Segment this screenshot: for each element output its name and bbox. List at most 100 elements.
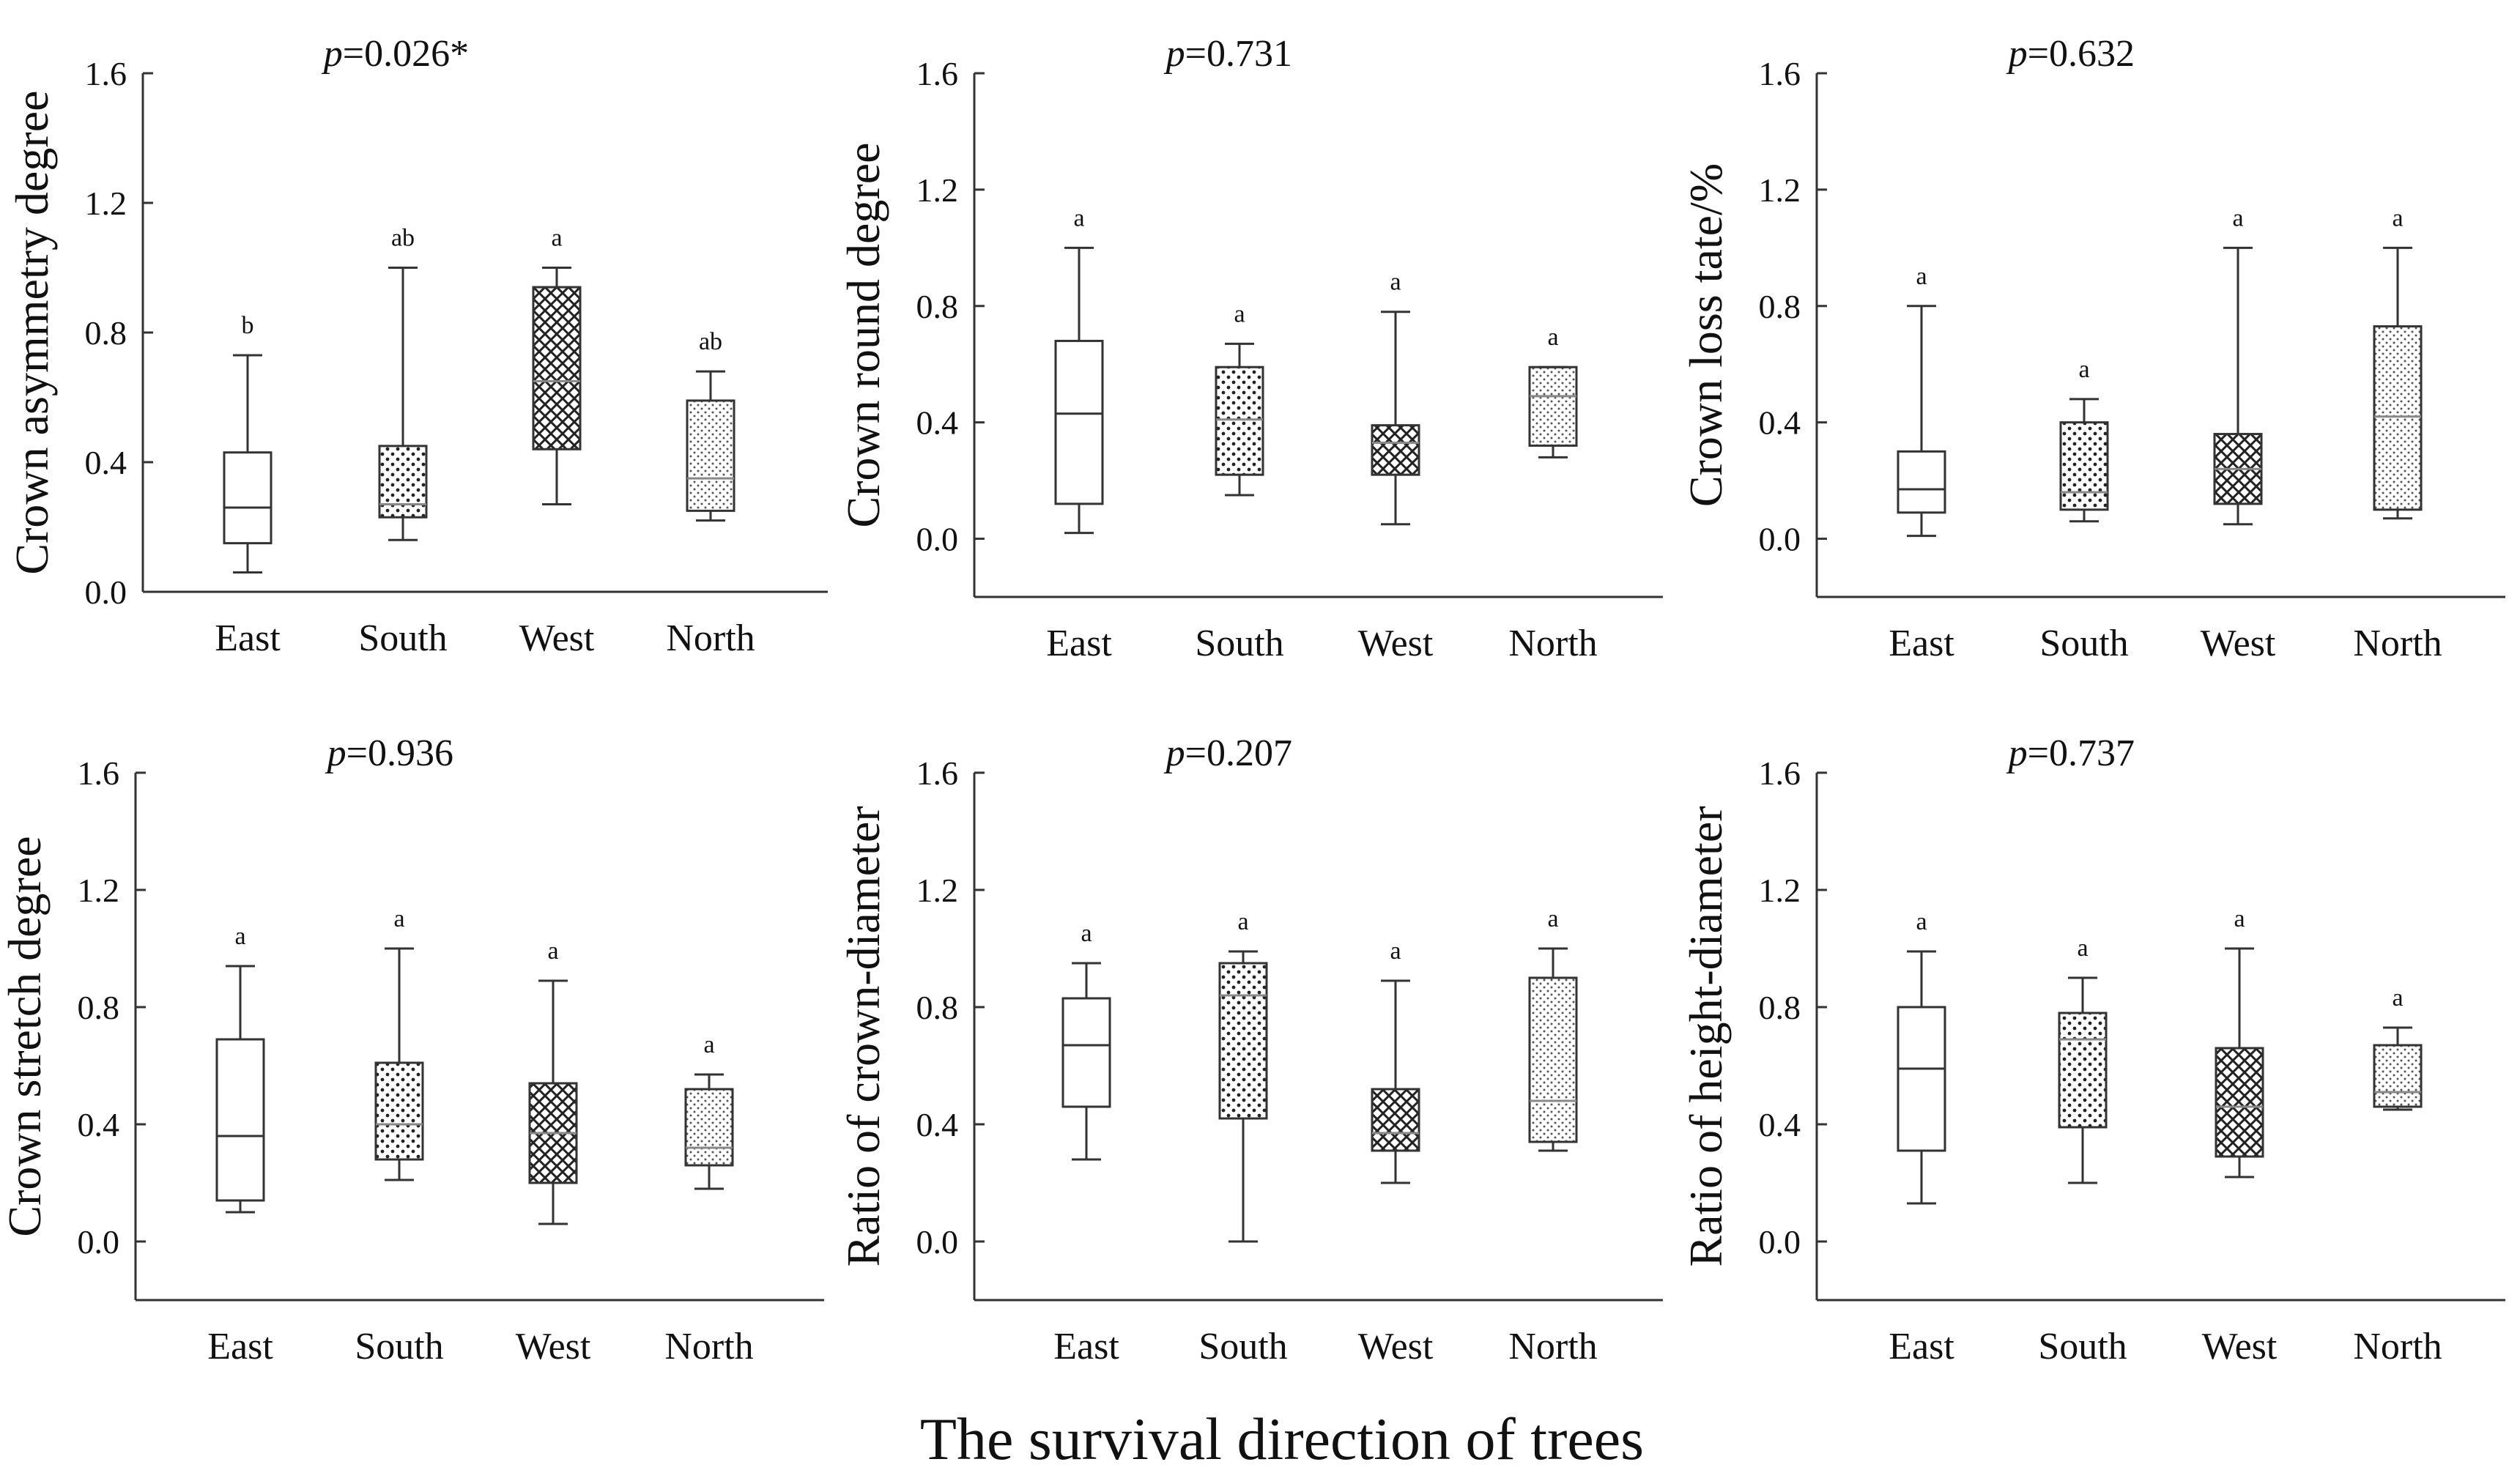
y-tick-label: 0.0 <box>1759 521 1801 558</box>
east-box <box>215 1038 265 1202</box>
p-value-number: =0.632 <box>2028 33 2135 75</box>
east-box <box>223 451 273 545</box>
west-box <box>1371 424 1420 476</box>
south-significance-label: ab <box>391 225 415 252</box>
north-box <box>2373 325 2423 511</box>
north-category-label: North <box>664 1326 753 1367</box>
y-axis-label: Ratio of height-diameter <box>1680 806 1732 1266</box>
north-significance-label: a <box>1547 324 1558 351</box>
y-tick-label: 1.2 <box>85 185 127 222</box>
south-category-label: South <box>2039 623 2128 664</box>
chart-panel-6: 0.0 0.4 0.8 1.2 1.6 Ratio of height-diameter p… <box>1680 732 2505 1367</box>
p-value-symbol: p <box>2006 732 2028 774</box>
north-category-label: North <box>2353 1326 2442 1367</box>
north-significance-label: a <box>703 1031 714 1058</box>
y-axis-label: Crown stretch degree <box>0 836 51 1236</box>
north-category-label: North <box>1508 623 1597 664</box>
north-box <box>1528 976 1578 1143</box>
west-box <box>1371 1088 1420 1152</box>
y-tick-label: 1.2 <box>916 171 959 209</box>
south-box <box>374 1061 424 1161</box>
east-significance-label: a <box>234 923 245 950</box>
east-category-label: East <box>215 617 281 659</box>
y-tick-label: 1.6 <box>1759 55 1801 92</box>
west-significance-label: a <box>1390 269 1401 296</box>
north-significance-label: a <box>1547 905 1558 932</box>
y-tick-label: 1.2 <box>78 872 120 909</box>
east-category-label: East <box>207 1326 273 1367</box>
west-category-label: West <box>2202 1326 2278 1367</box>
south-box <box>2059 421 2109 511</box>
x-axis-title: The survival direction of trees <box>920 1406 1644 1472</box>
p-value-title: p=0.632 <box>2006 33 2135 75</box>
west-significance-label: a <box>2234 905 2245 932</box>
y-tick-label: 0.4 <box>1759 1106 1801 1143</box>
east-significance-label: a <box>1081 920 1092 947</box>
y-tick-label: 0.8 <box>1759 288 1801 325</box>
north-significance-label: ab <box>699 328 722 355</box>
y-tick-label: 0.8 <box>78 989 120 1026</box>
p-value-title: p=0.737 <box>2006 732 2135 774</box>
p-value-number: =0.026* <box>343 33 469 75</box>
chart-panel-3: 0.0 0.4 0.8 1.2 1.6 Crown loss tate/% p=0.632 a… <box>1680 33 2505 664</box>
y-tick-label: 1.6 <box>85 55 127 92</box>
west-category-label: West <box>519 617 595 659</box>
p-value-symbol: p <box>325 732 346 774</box>
y-tick-label: 1.6 <box>1759 754 1801 792</box>
north-category-label: North <box>1508 1326 1597 1367</box>
south-significance-label: a <box>2078 356 2089 383</box>
west-significance-label: a <box>547 938 558 965</box>
p-value-number: =0.737 <box>2028 732 2135 774</box>
west-significance-label: a <box>551 225 562 252</box>
chart-panel-4: 0.0 0.4 0.8 1.2 1.6 Crown stretch degree p=0.9… <box>0 732 824 1367</box>
p-value-title: p=0.207 <box>1163 732 1292 774</box>
north-significance-label: a <box>2392 204 2403 231</box>
y-tick-label: 0.4 <box>85 444 127 481</box>
south-significance-label: a <box>1237 908 1248 935</box>
south-significance-label: a <box>1234 300 1245 327</box>
y-tick-label: 0.4 <box>916 1106 959 1143</box>
north-category-label: North <box>666 617 755 659</box>
east-significance-label: b <box>242 312 254 339</box>
south-category-label: South <box>358 617 447 659</box>
y-tick-label: 0.0 <box>916 521 959 558</box>
east-category-label: East <box>1889 623 1954 664</box>
p-value-symbol: p <box>2006 33 2028 75</box>
south-box <box>2058 1012 2108 1129</box>
y-tick-label: 1.2 <box>1759 872 1801 909</box>
p-value-number: =0.936 <box>346 732 453 774</box>
p-value-number: =0.731 <box>1185 33 1292 75</box>
y-tick-label: 0.4 <box>1759 404 1801 442</box>
y-tick-label: 0.0 <box>916 1223 959 1261</box>
y-tick-label: 0.4 <box>916 404 959 442</box>
west-category-label: West <box>2201 623 2276 664</box>
east-box <box>1054 339 1104 505</box>
west-box <box>532 286 582 450</box>
p-value-title: p=0.731 <box>1163 33 1292 75</box>
west-category-label: West <box>1358 1326 1434 1367</box>
y-tick-label: 0.0 <box>85 574 127 611</box>
south-significance-label: a <box>2077 935 2088 962</box>
south-box <box>378 445 428 519</box>
y-tick-label: 1.6 <box>78 754 120 792</box>
north-box <box>2373 1044 2423 1108</box>
p-value-title: p=0.026* <box>321 33 469 75</box>
west-category-label: West <box>1358 623 1434 664</box>
east-box <box>1897 1006 1946 1152</box>
y-tick-label: 0.8 <box>85 314 127 352</box>
east-box <box>1897 450 1946 514</box>
y-tick-label: 0.8 <box>1759 989 1801 1026</box>
south-category-label: South <box>2038 1326 2127 1367</box>
south-category-label: South <box>1195 623 1283 664</box>
y-axis-label: Ratio of crown-diameter <box>837 806 889 1266</box>
p-value-symbol: p <box>1163 33 1185 75</box>
p-value-symbol: p <box>321 33 343 75</box>
north-box <box>686 399 735 512</box>
y-tick-label: 0.0 <box>78 1223 120 1261</box>
west-significance-label: a <box>1390 938 1401 965</box>
y-tick-label: 0.0 <box>1759 1223 1801 1261</box>
east-significance-label: a <box>1916 908 1927 935</box>
north-box <box>684 1088 734 1167</box>
